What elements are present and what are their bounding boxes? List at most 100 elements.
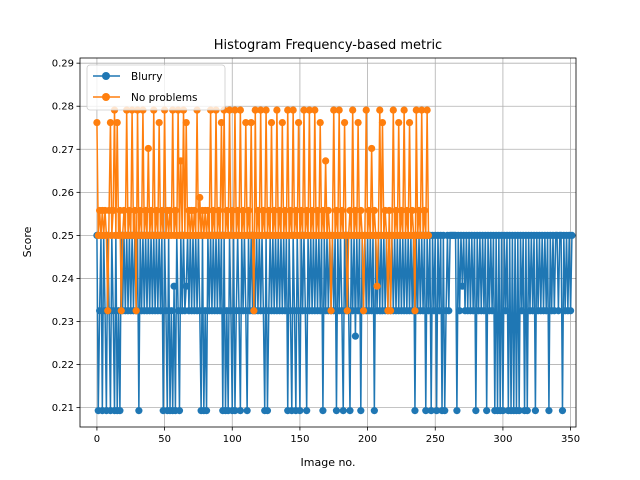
data-point [209,206,217,215]
data-point [400,106,408,114]
data-point [109,307,117,315]
data-point [142,206,150,215]
data-point [351,206,360,215]
data-point [286,206,295,215]
data-point [349,106,357,114]
data-point [236,106,244,114]
data-point [480,307,488,315]
data-point [403,206,411,215]
data-point [308,206,316,215]
data-point [359,307,368,315]
data-point [155,118,163,127]
data-point [152,206,161,215]
data-point [147,206,155,215]
legend: Blurry No problems [86,64,226,111]
y-tick-label: 0.24 [52,274,74,285]
data-point [294,118,303,127]
y-tick-label: 0.28 [52,102,74,113]
data-point [182,282,190,290]
data-point [531,407,540,415]
data-point [125,206,133,215]
data-point [368,144,376,153]
data-point [523,407,531,415]
data-point [568,231,576,239]
data-point [196,307,204,315]
data-point [469,307,477,315]
data-point [316,307,324,315]
data-point [267,118,276,127]
data-point [542,307,550,315]
x-tick-label: 350 [561,434,580,445]
data-point [499,407,507,415]
data-point [395,118,403,127]
data-point [303,206,311,215]
legend-box [86,64,226,111]
data-point [423,106,431,114]
data-point [392,206,400,215]
data-point [251,106,259,114]
data-point [415,206,423,215]
data-point [116,407,124,415]
legend-marker-blurry [102,72,110,80]
data-point [217,118,226,127]
data-point [236,407,244,415]
data-point [243,407,251,415]
data-point [343,307,351,315]
data-point [273,106,281,114]
data-point [354,118,362,127]
data-point [357,206,365,215]
x-tick-label: 200 [358,434,377,445]
data-point [422,407,430,415]
data-point [566,307,575,315]
data-point [131,206,139,215]
data-point [405,118,414,127]
data-point [472,407,480,415]
data-point [144,144,152,153]
data-point [332,407,341,415]
data-point [297,206,305,215]
data-point [370,407,378,415]
x-axis-title: Image no. [301,456,356,469]
data-point [378,118,387,127]
data-point [270,206,278,215]
data-point [518,307,526,315]
data-point [239,206,247,215]
data-point [365,206,373,215]
data-point [408,206,416,215]
data-point [262,106,270,114]
data-point [296,407,304,415]
data-point [166,206,174,215]
data-point [430,307,438,315]
data-point [427,407,435,415]
data-point [529,307,537,315]
data-point [515,407,523,415]
data-point [259,307,267,315]
y-axis-title: Score [21,226,34,257]
data-point [368,307,376,315]
data-point [453,407,461,415]
data-point [305,106,313,114]
data-point [357,407,365,415]
data-point [196,193,204,202]
data-point [259,206,267,215]
data-point [346,407,354,415]
data-point [204,206,212,215]
data-point [558,407,567,415]
data-point [411,307,419,315]
data-point [385,206,393,215]
data-point [156,307,165,315]
data-point [458,282,466,290]
data-point [483,407,491,415]
data-point [418,106,426,114]
data-point [424,307,433,315]
data-point [96,307,104,315]
series-line [96,109,430,312]
data-point [276,206,284,215]
y-tick-label: 0.23 [52,317,74,328]
data-point [316,118,324,127]
x-tick-label: 250 [426,434,445,445]
y-tick-label: 0.21 [52,403,74,414]
data-point [319,407,327,415]
data-point [289,106,297,114]
y-tick-label: 0.29 [52,59,74,70]
